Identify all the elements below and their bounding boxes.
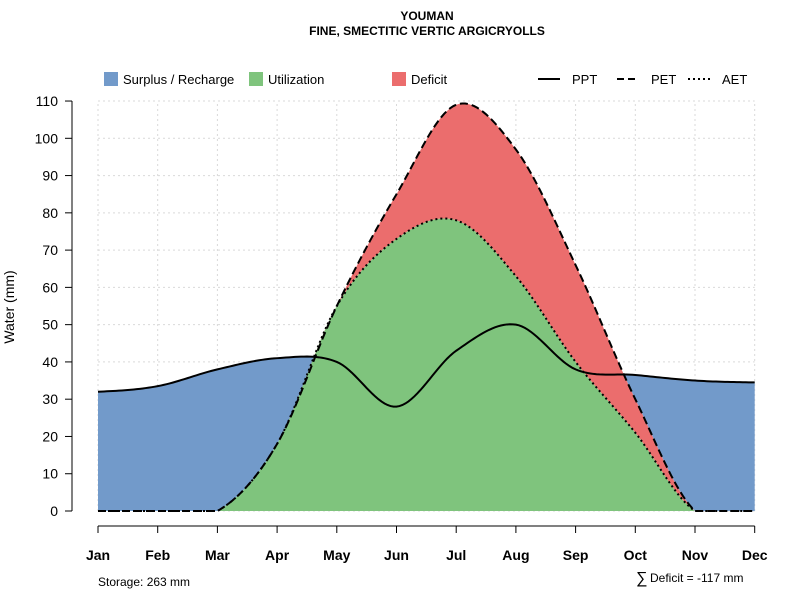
x-tick-label-mar: Mar [205, 547, 230, 563]
legend-label-pet: PET [651, 72, 676, 87]
legend-label-ppt: PPT [572, 72, 597, 87]
x-tick-label-jul: Jul [446, 547, 466, 563]
x-tick-label-nov: Nov [682, 547, 709, 563]
x-tick-label-may: May [323, 547, 350, 563]
legend: Surplus / Recharge Utilization Deficit PPT P… [104, 72, 747, 87]
x-tick-label-jun: Jun [384, 547, 409, 563]
utilization-area [98, 218, 755, 512]
deficit-note: Deficit = -117 mm [650, 571, 743, 585]
surplus-area [98, 103, 755, 511]
y-tick-label-4: 40 [42, 354, 58, 370]
deficit-area [98, 103, 755, 511]
y-tick-label-1: 10 [42, 466, 58, 482]
storage-note: Storage: 263 mm [98, 575, 190, 589]
sum-symbol: ∑ [636, 570, 647, 587]
x-tick-label-apr: Apr [265, 547, 290, 563]
area-fills [98, 103, 755, 512]
x-tick-label-oct: Oct [624, 547, 648, 563]
y-tick-label-10: 100 [35, 130, 59, 146]
y-tick-label-6: 60 [42, 279, 58, 295]
x-tick-label-sep: Sep [563, 547, 589, 563]
y-axis-label: Water (mm) [1, 270, 17, 343]
series-line-aet [98, 217, 755, 512]
y-tick-label-5: 50 [42, 317, 58, 333]
x-tick-label-jan: Jan [86, 547, 110, 563]
series-line-ppt [97, 323, 755, 408]
y-tick-label-7: 70 [42, 242, 58, 258]
legend-swatch-utilization [249, 72, 263, 86]
legend-label-deficit: Deficit [411, 72, 448, 87]
chart-subtitle: FINE, SMECTITIC VERTIC ARGICRYOLLS [309, 24, 545, 38]
x-tick-label-dec: Dec [742, 547, 768, 563]
y-tick-label-2: 20 [42, 428, 58, 444]
x-tick-label-aug: Aug [502, 547, 529, 563]
legend-swatch-surplus-recharge [104, 72, 118, 86]
series-line-pet [98, 102, 755, 512]
legend-swatch-deficit [392, 72, 406, 86]
legend-label-aet: AET [722, 72, 747, 87]
legend-label-utilization: Utilization [268, 72, 324, 87]
y-tick-label-3: 30 [42, 391, 58, 407]
y-tick-label-8: 80 [42, 205, 58, 221]
chart-title: YOUMAN [400, 9, 453, 23]
axes: 0 10 20 30 40 50 60 70 80 90 100 110 Jan Feb Mar Apr May… [35, 93, 768, 563]
y-tick-label-11: 110 [36, 93, 59, 109]
y-tick-label-9: 90 [42, 168, 58, 184]
y-tick-label-0: 0 [50, 503, 58, 519]
series-lines [97, 102, 755, 512]
x-tick-label-feb: Feb [145, 547, 170, 563]
legend-label-surplus-recharge: Surplus / Recharge [123, 72, 234, 87]
